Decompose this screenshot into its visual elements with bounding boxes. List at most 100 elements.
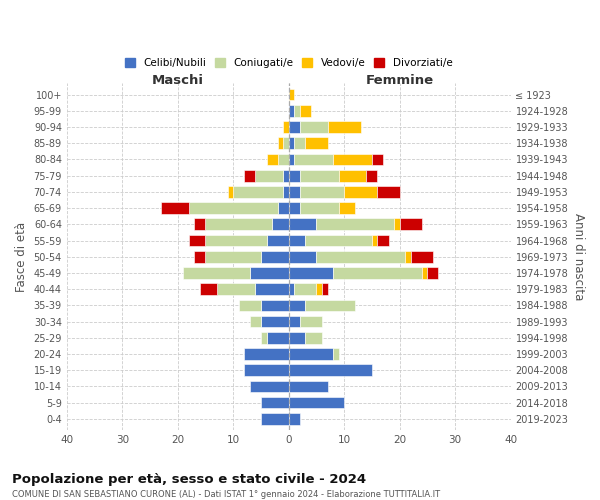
Bar [305, 234, 372, 246]
Bar [333, 154, 372, 166]
Bar [261, 251, 289, 262]
Bar [377, 186, 400, 198]
Bar [289, 332, 305, 344]
Bar [250, 380, 289, 392]
Legend: Celibi/Nubili, Coniugati/e, Vedovi/e, Divorziati/e: Celibi/Nubili, Coniugati/e, Vedovi/e, Di… [121, 54, 457, 72]
Bar [300, 186, 344, 198]
Bar [261, 300, 289, 311]
Bar [289, 105, 294, 117]
Bar [300, 121, 328, 133]
Bar [250, 267, 289, 279]
Bar [161, 202, 189, 214]
Bar [289, 202, 300, 214]
Bar [289, 138, 294, 149]
Bar [316, 251, 405, 262]
Bar [283, 121, 289, 133]
Bar [244, 364, 289, 376]
Bar [261, 397, 289, 408]
Bar [272, 218, 289, 230]
Bar [289, 89, 294, 101]
Bar [283, 138, 289, 149]
Bar [189, 202, 278, 214]
Bar [250, 316, 261, 328]
Bar [289, 267, 333, 279]
Bar [289, 170, 300, 181]
Bar [244, 348, 289, 360]
Bar [305, 332, 322, 344]
Bar [300, 202, 338, 214]
Bar [278, 154, 289, 166]
Bar [333, 348, 338, 360]
Bar [372, 234, 377, 246]
Bar [338, 170, 367, 181]
Bar [333, 267, 422, 279]
Bar [189, 234, 205, 246]
Bar [338, 202, 355, 214]
Bar [256, 170, 283, 181]
Bar [289, 154, 294, 166]
Text: Maschi: Maschi [152, 74, 204, 86]
Bar [422, 267, 427, 279]
Bar [316, 218, 394, 230]
Bar [322, 284, 328, 295]
Bar [205, 234, 266, 246]
Bar [266, 234, 289, 246]
Text: Femmine: Femmine [365, 74, 434, 86]
Bar [261, 316, 289, 328]
Bar [244, 170, 256, 181]
Bar [200, 284, 217, 295]
Bar [227, 186, 233, 198]
Bar [278, 202, 289, 214]
Bar [283, 186, 289, 198]
Bar [300, 316, 322, 328]
Text: Popolazione per età, sesso e stato civile - 2024: Popolazione per età, sesso e stato civil… [12, 472, 366, 486]
Bar [289, 413, 300, 424]
Bar [394, 218, 400, 230]
Bar [183, 267, 250, 279]
Bar [289, 300, 305, 311]
Bar [217, 284, 256, 295]
Bar [427, 267, 439, 279]
Bar [261, 413, 289, 424]
Bar [194, 251, 205, 262]
Bar [294, 154, 333, 166]
Bar [289, 251, 316, 262]
Bar [256, 284, 289, 295]
Bar [367, 170, 377, 181]
Bar [294, 105, 300, 117]
Bar [239, 300, 261, 311]
Bar [377, 234, 389, 246]
Bar [289, 316, 300, 328]
Bar [289, 364, 372, 376]
Bar [294, 284, 316, 295]
Bar [405, 251, 411, 262]
Bar [194, 218, 205, 230]
Bar [372, 154, 383, 166]
Bar [283, 170, 289, 181]
Bar [400, 218, 422, 230]
Y-axis label: Fasce di età: Fasce di età [15, 222, 28, 292]
Bar [278, 138, 283, 149]
Bar [294, 138, 305, 149]
Bar [289, 234, 305, 246]
Bar [344, 186, 377, 198]
Bar [289, 284, 294, 295]
Y-axis label: Anni di nascita: Anni di nascita [572, 213, 585, 300]
Bar [300, 105, 311, 117]
Text: COMUNE DI SAN SEBASTIANO CURONE (AL) - Dati ISTAT 1° gennaio 2024 - Elaborazione: COMUNE DI SAN SEBASTIANO CURONE (AL) - D… [12, 490, 440, 499]
Bar [233, 186, 283, 198]
Bar [289, 380, 328, 392]
Bar [289, 186, 300, 198]
Bar [289, 348, 333, 360]
Bar [305, 138, 328, 149]
Bar [205, 251, 261, 262]
Bar [266, 332, 289, 344]
Bar [261, 332, 266, 344]
Bar [328, 121, 361, 133]
Bar [289, 121, 300, 133]
Bar [289, 397, 344, 408]
Bar [289, 218, 316, 230]
Bar [316, 284, 322, 295]
Bar [205, 218, 272, 230]
Bar [411, 251, 433, 262]
